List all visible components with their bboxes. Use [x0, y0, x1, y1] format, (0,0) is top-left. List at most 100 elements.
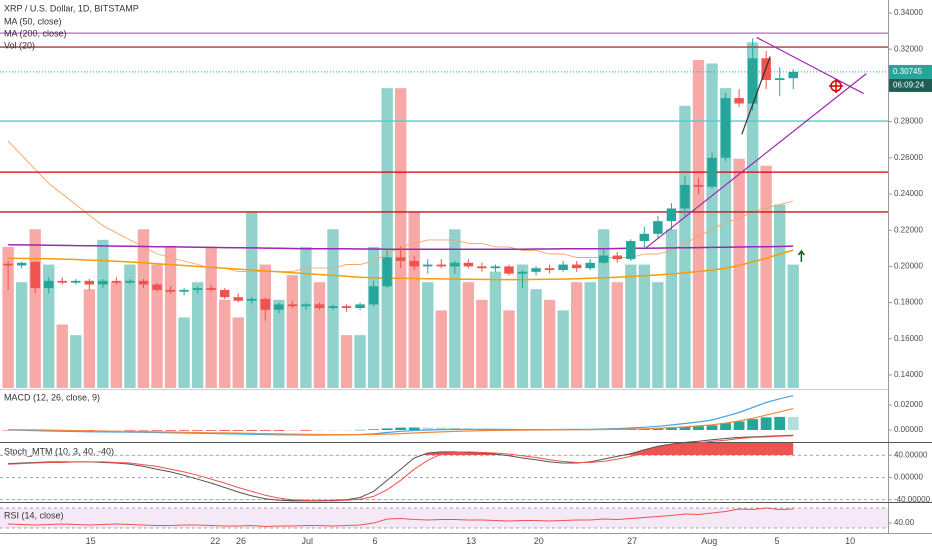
y-tick-label: 0.26000	[894, 153, 923, 162]
overlay: XRP / U.S. Dollar, 1D, BITSTAMP MA (50, c…	[4, 3, 843, 520]
volume-bar	[232, 317, 244, 388]
candle-body	[680, 184, 690, 209]
macd-histogram-bar	[666, 427, 677, 430]
volume-bar	[43, 264, 55, 388]
volume-bar	[367, 246, 380, 388]
x-tick-label: 22	[210, 536, 220, 546]
volume-bar	[422, 282, 434, 388]
trend-line	[643, 73, 867, 250]
x-tick-label: 6	[372, 536, 377, 546]
volume-bar	[273, 299, 285, 388]
legend-label: Stoch_MTM (10, 3, 40, -40)	[4, 446, 114, 456]
volume-bar	[205, 246, 217, 388]
macd-histogram-bar	[178, 430, 190, 431]
macd-histogram-bar	[286, 430, 298, 431]
macd-histogram-bar	[435, 427, 447, 430]
y-tick-label: 0.00000	[894, 473, 923, 482]
macd-histogram-bar	[787, 417, 799, 430]
macd-histogram-bar	[273, 430, 285, 431]
volume-bar	[83, 289, 96, 388]
candle-body	[274, 304, 284, 310]
volume-bar	[679, 105, 691, 389]
macd-histogram-bar	[111, 430, 122, 431]
volume-bar	[706, 63, 718, 389]
macd-histogram-bar	[205, 430, 217, 431]
macd-histogram-bar	[679, 426, 691, 430]
volume-bar	[489, 271, 502, 388]
volume-bar	[611, 282, 623, 388]
macd-histogram-bar	[760, 417, 772, 430]
x-tick-label: Jul	[302, 536, 314, 546]
y-tick-label: 0.20000	[894, 261, 923, 270]
volume-bar	[70, 335, 82, 388]
plot-area	[0, 32, 888, 529]
volume-bar	[97, 239, 109, 388]
candle-body	[423, 264, 433, 267]
volume-bar	[259, 264, 272, 388]
cursor-icon	[829, 79, 843, 93]
macd-histogram-bar	[138, 430, 149, 431]
volume-bar	[652, 282, 664, 388]
candle-body	[98, 280, 108, 285]
volume-bar	[638, 264, 651, 388]
candle-body	[395, 257, 406, 261]
y-tick-label: 0.00000	[894, 425, 923, 434]
volume-bar	[56, 324, 68, 388]
macd-histogram-bar	[124, 430, 136, 431]
legend-label: MACD (12, 26, close, 9)	[4, 392, 100, 402]
volume-bar	[2, 246, 14, 388]
macd-histogram-bar	[720, 423, 731, 430]
candle-body	[192, 288, 203, 290]
volume-bar	[164, 246, 177, 388]
candle-body	[409, 260, 419, 267]
candle-body	[450, 262, 460, 267]
macd-histogram-bar	[381, 428, 393, 430]
macd-line	[8, 408, 794, 436]
legend-label: MA (200, close)	[4, 28, 67, 38]
candle-body	[747, 58, 758, 104]
candle-body	[287, 304, 298, 307]
x-tick-label: 5	[774, 536, 779, 546]
y-tick-label: 40.00	[894, 518, 915, 527]
candle-body	[639, 233, 650, 242]
y-tick-label: 0.18000	[894, 298, 923, 307]
macd-histogram-bar	[733, 421, 745, 430]
volume-bar	[408, 211, 420, 388]
candle-body	[477, 266, 487, 269]
candle-body	[30, 261, 40, 289]
macd-histogram-bar	[314, 430, 325, 431]
volume-bar	[557, 310, 569, 388]
x-tick-label: 20	[534, 536, 544, 546]
candle-body	[233, 297, 243, 301]
macd-histogram-bar	[259, 430, 271, 431]
macd-histogram-bar	[354, 429, 366, 431]
volume-bar	[584, 282, 596, 388]
y-tick-label: 0.16000	[894, 334, 923, 343]
macd-histogram-bar	[97, 430, 109, 431]
macd-histogram-bar	[774, 416, 786, 430]
candle-body	[558, 264, 568, 271]
candle-body	[382, 257, 392, 287]
volume-bar	[394, 88, 407, 388]
volume-bar	[124, 264, 136, 388]
candle-body	[206, 288, 216, 290]
last-price-box	[889, 64, 932, 79]
candle-body	[84, 280, 95, 285]
candle-body	[16, 262, 27, 266]
candle-body	[314, 304, 325, 309]
candle-body	[341, 306, 352, 309]
volume-bar	[530, 289, 542, 388]
arrow	[797, 249, 805, 262]
countdown-label: 06:09:24	[893, 81, 925, 90]
candle-body	[720, 98, 731, 158]
y-tick-label: 0.02000	[894, 400, 923, 409]
macd-line	[8, 395, 794, 436]
volume-bar	[110, 282, 123, 388]
rsi-line	[8, 507, 794, 528]
macd-histogram-bar	[151, 430, 163, 431]
volume-bar	[598, 229, 610, 388]
candle-body	[463, 262, 474, 267]
candle-body	[707, 157, 717, 187]
candle-body	[544, 268, 555, 271]
